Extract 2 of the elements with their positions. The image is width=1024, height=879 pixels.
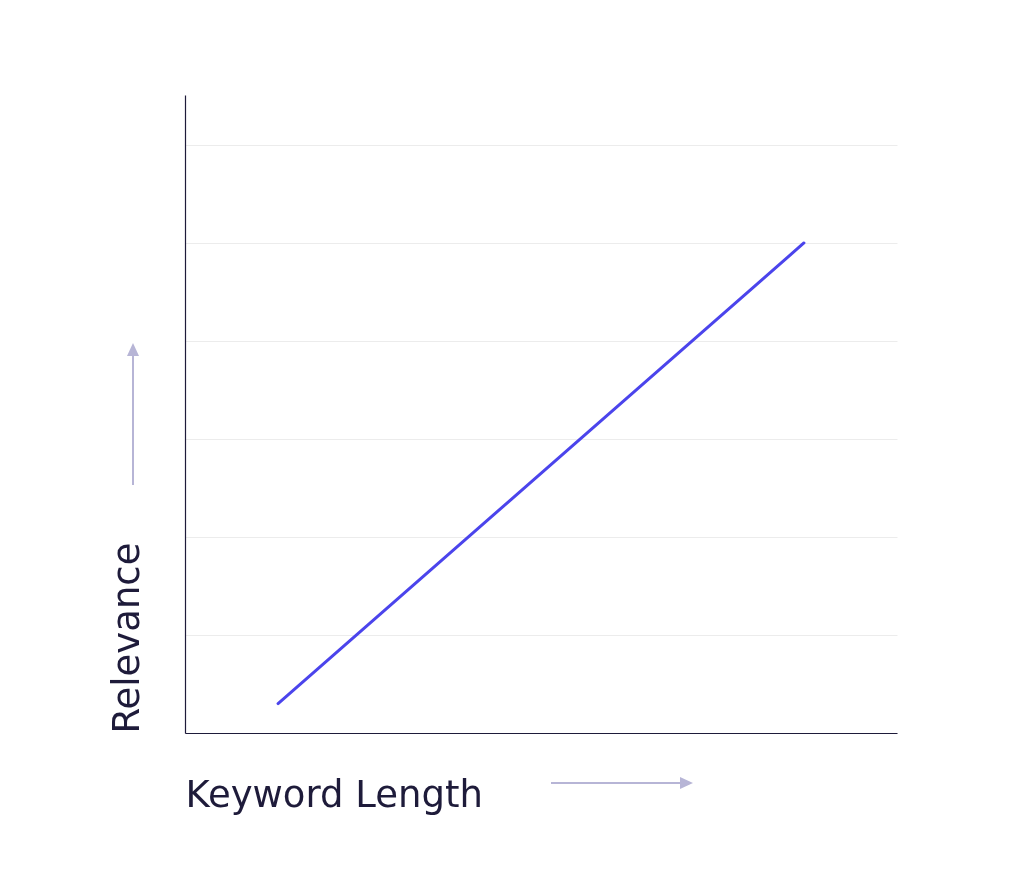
y-axis-title: Relevance — [104, 542, 148, 734]
x-axis-title: Keyword Length — [185, 772, 483, 816]
